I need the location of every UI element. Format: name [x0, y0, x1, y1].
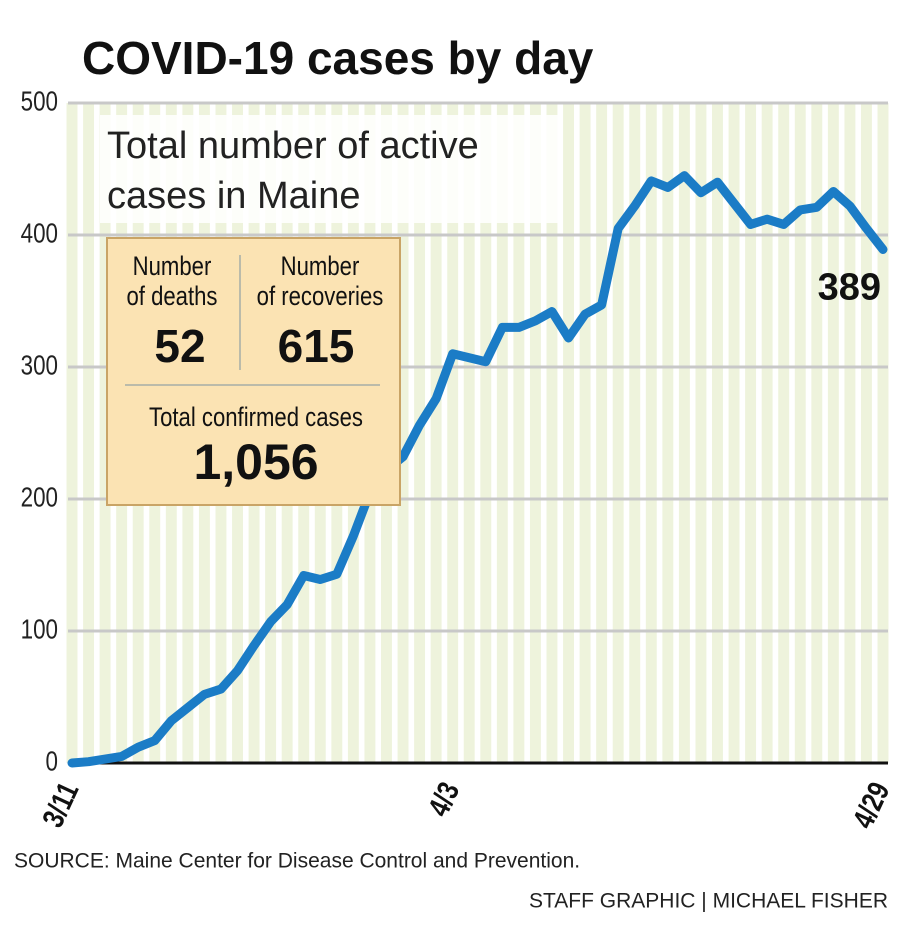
stripe — [397, 103, 409, 763]
x-tick-label: 3/11 — [35, 777, 85, 833]
stripe — [844, 103, 856, 763]
stripe — [480, 103, 492, 763]
stripe — [827, 103, 839, 763]
stripe — [513, 103, 525, 763]
stripe — [66, 103, 78, 763]
stripe — [728, 103, 740, 763]
stripe — [662, 103, 674, 763]
stripe — [546, 103, 558, 763]
info-box-bg — [106, 237, 401, 506]
stripe — [99, 103, 111, 763]
stripe — [496, 103, 508, 763]
y-tick-label: 0 — [46, 746, 58, 777]
chart-title: COVID-19 cases by day — [82, 32, 594, 84]
stripe — [712, 103, 723, 763]
stripe — [645, 103, 657, 763]
y-tick-label: 500 — [21, 86, 58, 117]
recoveries-label: Number — [281, 252, 360, 282]
stripe — [745, 103, 757, 763]
y-tick-label: 300 — [21, 350, 58, 381]
stripe — [794, 103, 806, 763]
y-tick-label: 400 — [21, 218, 58, 249]
stripe — [629, 103, 641, 763]
stripe — [612, 103, 624, 763]
stripe — [463, 103, 475, 763]
value-label: 389 — [818, 267, 881, 309]
info-box: Number of deaths Number of recoveries 52… — [106, 237, 401, 506]
stripe — [695, 103, 707, 763]
x-tick-label: 4/29 — [845, 777, 896, 834]
stripe — [811, 103, 823, 763]
stripe — [860, 103, 872, 763]
line — [67, 171, 888, 768]
deaths-label: Number — [133, 252, 212, 282]
subtitle: Total number of active — [107, 125, 479, 167]
total-label: Total confirmed cases — [149, 403, 363, 433]
stripe — [877, 103, 889, 763]
y-tick-label: 200 — [21, 482, 58, 513]
total-value: 1,056 — [193, 434, 318, 490]
stripe — [579, 103, 591, 763]
subtitle-panel — [100, 115, 562, 223]
stripe — [430, 103, 442, 763]
deaths-value: 52 — [154, 320, 205, 372]
stripe — [447, 103, 459, 763]
stripe — [678, 103, 690, 763]
stripe — [596, 103, 608, 763]
stripe — [83, 103, 95, 763]
y-tick-label: 100 — [21, 614, 58, 645]
recoveries-value: 615 — [278, 320, 355, 372]
stripe — [778, 103, 790, 763]
deaths-label: of deaths — [126, 282, 217, 312]
source: SOURCE: Maine Center for Disease Control… — [14, 850, 580, 873]
x-tick-label: 4/3 — [421, 777, 466, 822]
recoveries-label: of recoveries — [257, 282, 384, 312]
stripe — [563, 103, 574, 763]
stripe — [761, 103, 773, 763]
credit: STAFF GRAPHIC | MICHAEL FISHER — [529, 890, 888, 913]
subtitle: cases in Maine — [107, 175, 360, 217]
stripe — [529, 103, 541, 763]
